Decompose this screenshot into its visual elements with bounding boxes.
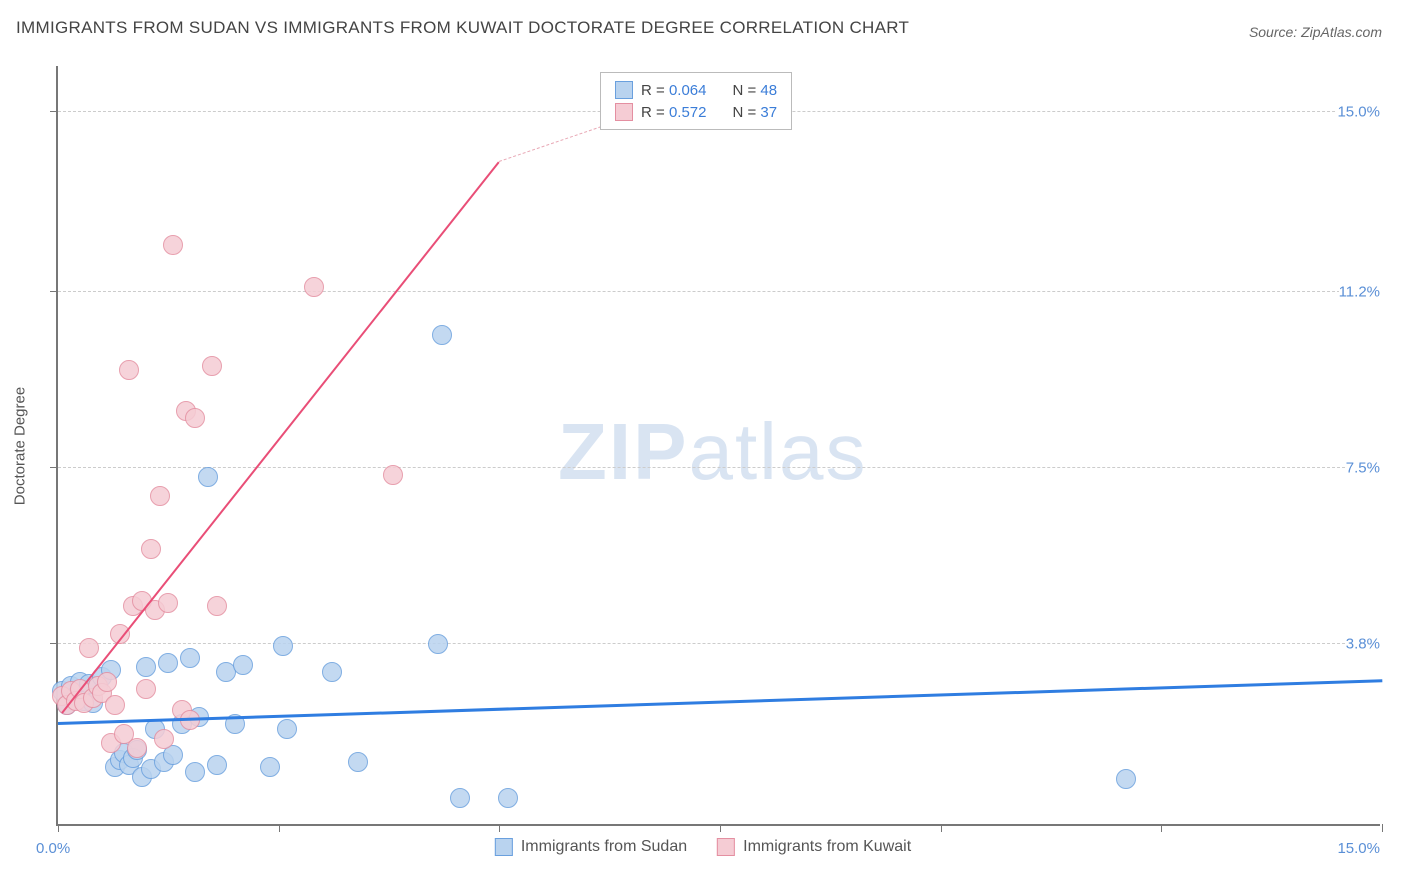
y-tick [50,291,58,292]
y-tick-label: 15.0% [1337,103,1382,120]
scatter-point [163,235,183,255]
x-tick [279,824,280,832]
scatter-point [198,467,218,487]
bottom-legend: Immigrants from Sudan Immigrants from Ku… [495,838,911,856]
legend-item-sudan: Immigrants from Sudan [495,838,687,856]
scatter-point [207,596,227,616]
swatch-sudan [495,838,513,856]
legend-label-kuwait: Immigrants from Kuwait [743,838,911,856]
r-label-0: R = 0.064 [641,82,706,99]
chart-title: IMMIGRANTS FROM SUDAN VS IMMIGRANTS FROM… [16,18,909,38]
scatter-point [1116,769,1136,789]
gridline-h [58,291,1380,292]
scatter-point [141,539,161,559]
scatter-point [432,325,452,345]
leader-line [499,126,602,162]
n-label-0: N = 48 [732,82,777,99]
y-tick [50,643,58,644]
y-tick-label: 3.8% [1346,635,1382,652]
scatter-point [79,638,99,658]
scatter-point [150,486,170,506]
scatter-point [105,695,125,715]
scatter-point [97,672,117,692]
scatter-point [119,360,139,380]
x-tick [1161,824,1162,832]
scatter-point [383,465,403,485]
x-tick [941,824,942,832]
scatter-point [158,593,178,613]
legend-item-kuwait: Immigrants from Kuwait [717,838,911,856]
scatter-point [207,755,227,775]
scatter-point [498,788,518,808]
r-label-1: R = 0.572 [641,104,706,121]
scatter-point [304,277,324,297]
watermark-bold: ZIP [558,407,688,496]
x-axis-min-label: 0.0% [36,840,70,857]
gridline-h [58,643,1380,644]
x-tick [499,824,500,832]
scatter-point [158,653,178,673]
legend-row-kuwait: R = 0.572 N = 37 [615,101,777,123]
plot-area: ZIPatlas 3.8% 7.5% 11.2% 15.0% [56,66,1380,826]
x-tick [58,824,59,832]
x-axis-max-label: 15.0% [1337,840,1380,857]
scatter-point [202,356,222,376]
watermark-rest: atlas [688,407,867,496]
swatch-sudan-box [615,81,633,99]
source-attribution: Source: ZipAtlas.com [1249,24,1382,40]
scatter-point [450,788,470,808]
correlation-legend: R = 0.064 N = 48 R = 0.572 N = 37 [600,72,792,130]
scatter-point [185,762,205,782]
swatch-kuwait-box [615,103,633,121]
x-tick [720,824,721,832]
scatter-point [322,662,342,682]
scatter-point [127,738,147,758]
scatter-point [136,679,156,699]
scatter-point [180,648,200,668]
y-tick [50,111,58,112]
swatch-kuwait [717,838,735,856]
scatter-point [136,657,156,677]
legend-row-sudan: R = 0.064 N = 48 [615,79,777,101]
scatter-point [273,636,293,656]
watermark: ZIPatlas [558,406,867,498]
scatter-point [233,655,253,675]
y-tick-label: 7.5% [1346,459,1382,476]
n-label-1: N = 37 [732,104,777,121]
y-tick [50,467,58,468]
scatter-point [277,719,297,739]
scatter-point [185,408,205,428]
trend-line [62,161,500,713]
scatter-point [260,757,280,777]
x-tick [1382,824,1383,832]
scatter-point [348,752,368,772]
y-axis-label: Doctorate Degree [12,387,29,505]
scatter-point [154,729,174,749]
scatter-point [428,634,448,654]
legend-label-sudan: Immigrants from Sudan [521,838,687,856]
y-tick-label: 11.2% [1339,284,1382,301]
trend-line [58,679,1382,724]
